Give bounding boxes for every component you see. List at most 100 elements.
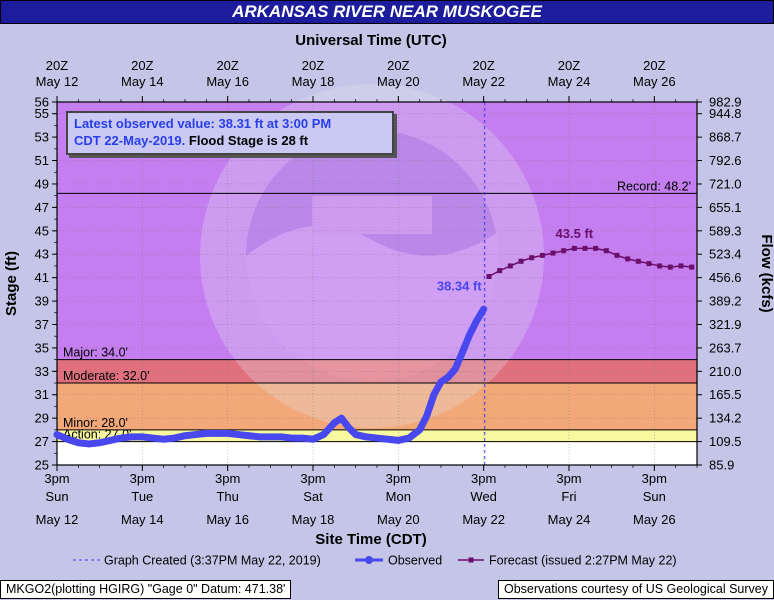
bottom-tick-time: 3pm xyxy=(130,471,155,486)
bottom-tick-date: May 12 xyxy=(36,512,79,527)
legend-observed-label: Observed xyxy=(388,554,442,568)
forecast-point xyxy=(667,264,673,270)
bottom-tick-date: May 26 xyxy=(633,512,676,527)
y-tick-label: 47 xyxy=(35,200,49,215)
top-tick-label-z: 20Z xyxy=(216,58,238,73)
latest-value-date: CDT 22-May-2019. xyxy=(74,133,186,148)
series: 38.34 ft 43.5 ft xyxy=(53,226,695,448)
forecast-point xyxy=(603,248,609,254)
legend-forecast-marker xyxy=(468,557,474,563)
observed-point xyxy=(160,435,167,443)
observed-point xyxy=(384,435,391,443)
forecast-point xyxy=(550,250,556,256)
observed-point xyxy=(75,439,82,447)
bottom-tick-date: May 16 xyxy=(206,512,249,527)
legend-observed-marker xyxy=(365,556,373,564)
y-tick-label: 25 xyxy=(35,458,49,473)
observed-point xyxy=(96,439,103,447)
observed-point xyxy=(345,424,352,431)
top-tick-label-z: 20Z xyxy=(302,58,324,73)
observed-point xyxy=(466,331,473,339)
flow-tick-label: 210.0 xyxy=(709,364,742,379)
flow-tick-label: 389.2 xyxy=(709,294,742,309)
forecast-point xyxy=(582,245,588,251)
observed-point xyxy=(338,414,345,422)
observed-point xyxy=(416,426,423,434)
zone-moderate xyxy=(57,359,697,384)
latest-value-line1: Latest observed value: 38.31 ft at 3:00 … xyxy=(74,116,332,131)
forecast-point xyxy=(646,261,652,267)
bottom-tick-time: 3pm xyxy=(215,471,240,486)
source-footer: Observations courtesy of US Geological S… xyxy=(497,580,774,599)
observed-point xyxy=(451,365,459,373)
y-tick-label: 45 xyxy=(35,223,49,238)
top-tick-label-date: May 22 xyxy=(462,74,505,89)
y-tick-label: 49 xyxy=(35,176,49,191)
top-tick-label-date: May 16 xyxy=(206,74,249,89)
flow-tick-label: 109.5 xyxy=(709,434,742,449)
forecast-point xyxy=(678,263,684,269)
observed-point xyxy=(395,437,402,444)
forecast-point xyxy=(614,252,620,258)
y-tick-label: 41 xyxy=(35,270,49,285)
top-tick-label-date: May 24 xyxy=(548,74,591,89)
top-axis-title: Universal Time (UTC) xyxy=(295,32,446,49)
forecast-point xyxy=(561,248,567,254)
y-tick-label: 39 xyxy=(35,294,49,309)
legend-forecast-label: Forecast (issued 2:27PM May 22) xyxy=(489,554,677,568)
bottom-tick-day: Wed xyxy=(470,489,497,504)
observed-point xyxy=(245,432,253,440)
chart-title: ARKANSAS RIVER NEAR MUSKOGEE xyxy=(232,2,542,21)
legend-created-label: Graph Created (3:37PM May 22, 2019) xyxy=(104,554,321,568)
forecast-peak-label: 43.5 ft xyxy=(556,226,594,241)
y-tick-label: 51 xyxy=(35,153,49,168)
observed-point xyxy=(299,434,306,442)
y-tick-label: 53 xyxy=(35,130,49,145)
forecast-point xyxy=(486,273,492,279)
observed-point xyxy=(444,373,452,381)
top-tick-label-z: 20Z xyxy=(643,58,665,73)
bottom-tick-date: May 24 xyxy=(548,512,591,527)
observed-point xyxy=(107,437,114,444)
top-tick-label-date: May 12 xyxy=(36,74,79,89)
observed-point xyxy=(473,317,480,325)
y-tick-label: 31 xyxy=(35,387,49,402)
flow-tick-label: 523.4 xyxy=(709,247,742,262)
bottom-tick-date: May 18 xyxy=(292,512,335,527)
observed-point xyxy=(53,431,61,438)
observed-point xyxy=(320,431,327,438)
y-left-axis-title: Stage (ft) xyxy=(3,251,20,316)
flow-tick-label: 456.6 xyxy=(709,270,742,285)
bottom-tick-time: 3pm xyxy=(386,471,411,486)
flow-tick-label: 165.5 xyxy=(709,387,742,402)
bottom-tick-time: 3pm xyxy=(471,471,496,486)
latest-value-box: Latest observed value: 38.31 ft at 3:00 … xyxy=(66,111,394,155)
bottom-tick-day: Sun xyxy=(643,489,666,504)
observed-point xyxy=(363,433,370,441)
flood-label-moderate: Moderate: 32.0' xyxy=(63,369,149,383)
forecast-point xyxy=(497,268,503,274)
flow-tick-label: 868.7 xyxy=(709,130,742,145)
top-tick-label-z: 20Z xyxy=(46,58,68,73)
observed-point xyxy=(213,430,221,437)
bottom-tick-time: 3pm xyxy=(300,471,325,486)
bottom-tick-date: May 22 xyxy=(462,512,505,527)
observed-point xyxy=(331,419,338,427)
observed-point xyxy=(352,431,359,438)
flood-label-record: Record: 48.2' xyxy=(617,179,691,193)
observed-point xyxy=(288,434,295,442)
bottom-tick-time: 3pm xyxy=(44,471,69,486)
bottom-tick-time: 3pm xyxy=(642,471,667,486)
observed-point xyxy=(171,434,178,442)
observed-point xyxy=(117,434,125,442)
observed-point xyxy=(256,433,263,441)
forecast-point xyxy=(657,263,663,269)
observed-point xyxy=(85,440,93,448)
forecast-point xyxy=(529,255,535,261)
observed-point xyxy=(405,434,413,442)
observed-point xyxy=(430,391,438,399)
flow-tick-label: 982.9 xyxy=(709,95,742,110)
forecast-point xyxy=(539,252,545,258)
chart-title-bar: ARKANSAS RIVER NEAR MUSKOGEE xyxy=(0,0,774,24)
